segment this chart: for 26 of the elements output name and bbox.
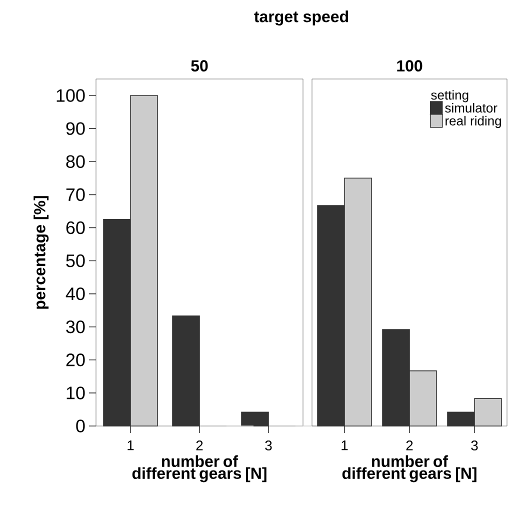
y-tick-label: 70 bbox=[66, 188, 85, 202]
y-tick-label: 90 bbox=[66, 122, 85, 135]
legend-title: setting bbox=[431, 90, 468, 102]
y-tick-label: 20 bbox=[66, 354, 85, 366]
y-tick-label: 30 bbox=[66, 320, 85, 334]
y-tick-label: 80 bbox=[66, 155, 85, 168]
x-tick-label: 3 bbox=[265, 440, 272, 450]
legend-label: real riding bbox=[446, 116, 501, 128]
y-tick-label: 10 bbox=[66, 386, 85, 400]
y-tick-label: 40 bbox=[66, 287, 85, 300]
x-tick-label: 1 bbox=[128, 440, 134, 450]
x-tick-label: 2 bbox=[406, 440, 413, 450]
x-axis-title: number of different gears [N] bbox=[342, 455, 476, 482]
x-tick-label: 3 bbox=[471, 440, 478, 450]
y-tick-label: 100 bbox=[56, 89, 85, 102]
y-tick-label: 60 bbox=[66, 221, 85, 234]
y-tick-label: 50 bbox=[66, 254, 85, 268]
chart-subtitle: 50 bbox=[191, 60, 208, 72]
x-tick-label: 2 bbox=[196, 440, 203, 450]
y-tick-label: 0 bbox=[76, 420, 85, 432]
chart-subtitle: 100 bbox=[397, 60, 422, 72]
legend-label: simulator bbox=[445, 103, 498, 113]
x-axis-title: number of different gears [N] bbox=[132, 455, 266, 482]
y-axis-title: percentage [%] bbox=[34, 196, 49, 309]
chart-title: target speed bbox=[254, 10, 348, 26]
x-tick-label: 1 bbox=[342, 440, 348, 450]
